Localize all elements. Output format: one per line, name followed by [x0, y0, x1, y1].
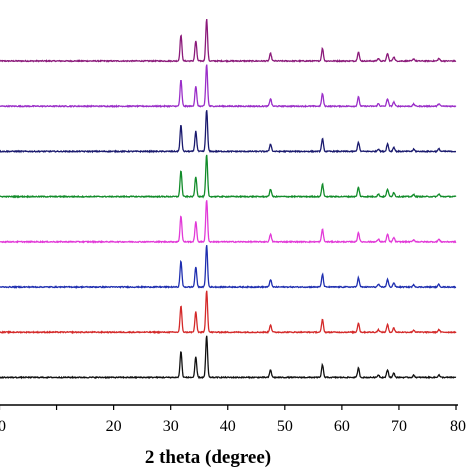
series-line-6 — [0, 245, 457, 290]
x-tick-label-70: 70 — [391, 418, 407, 435]
x-tick-label-40: 40 — [220, 418, 236, 435]
series-line-7 — [0, 290, 457, 335]
series-layer — [0, 18, 457, 380]
tick-layer: 0 20 30 40 50 60 70 80 — [0, 405, 466, 435]
x-tick-label-30: 30 — [163, 418, 179, 435]
series-line-3 — [0, 110, 457, 154]
series-line-4 — [0, 154, 457, 199]
x-tick-label-0: 0 — [0, 418, 6, 435]
x-tick-label-50: 50 — [277, 418, 293, 435]
series-line-1 — [0, 18, 457, 63]
series-line-5 — [0, 200, 457, 244]
x-axis-label: 2 theta (degree) — [144, 447, 272, 468]
series-line-2 — [0, 64, 457, 109]
series-line-8 — [0, 335, 457, 380]
x-tick-label-60: 60 — [334, 418, 350, 435]
x-tick-label-80: 80 — [450, 418, 466, 435]
x-tick-label-20: 20 — [106, 418, 122, 435]
